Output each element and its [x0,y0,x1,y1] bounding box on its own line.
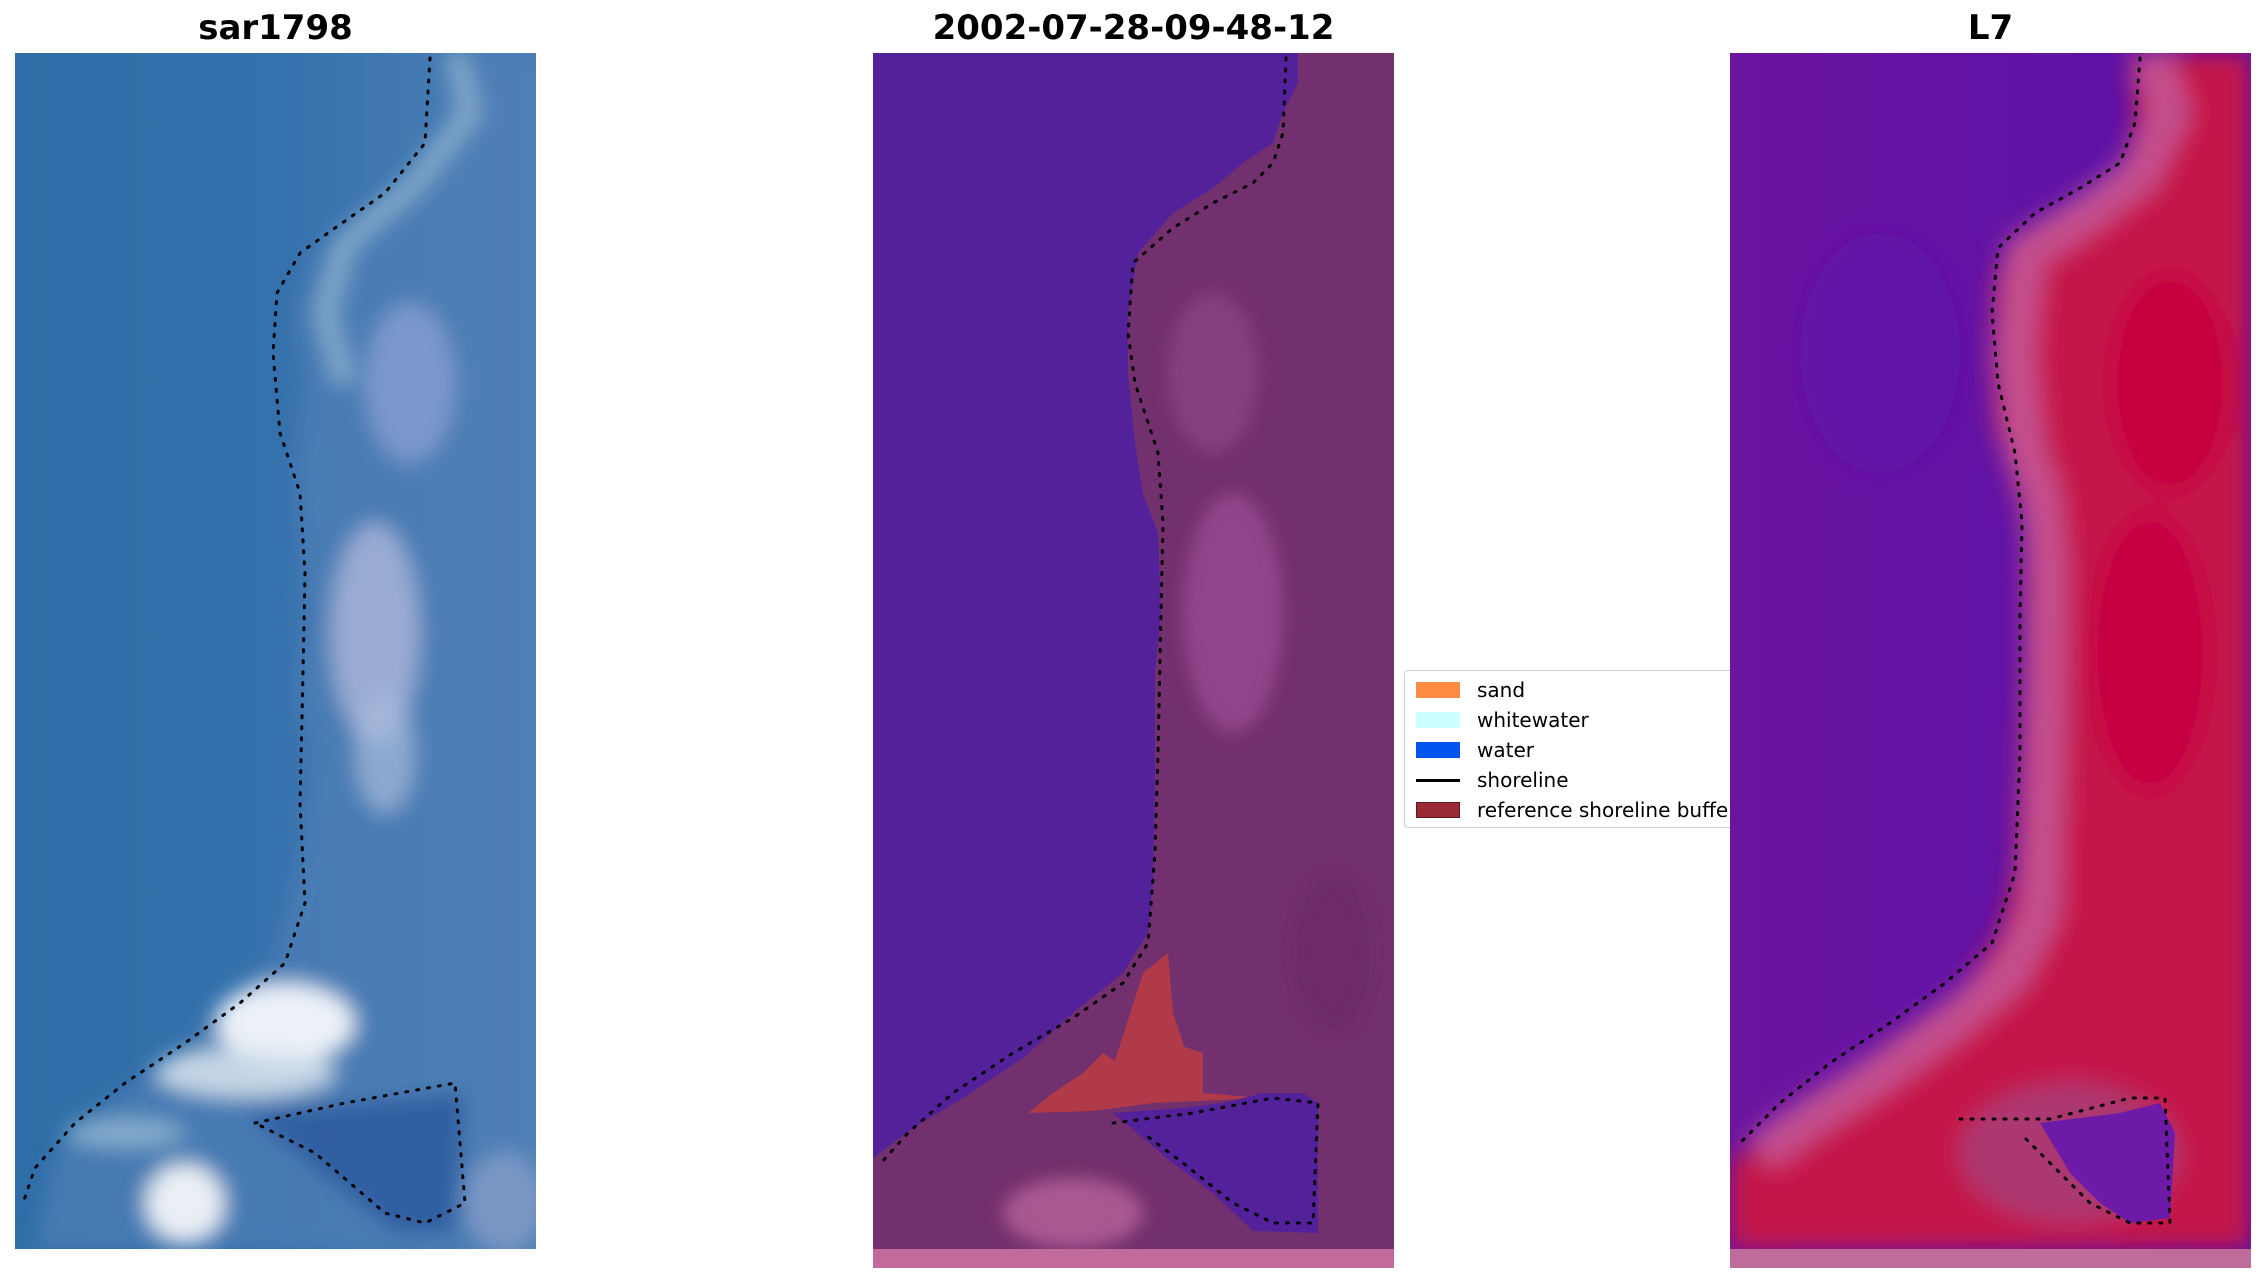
panel-title-classified: 2002-07-28-09-48-12 [932,8,1335,48]
legend-label: shoreline [1477,768,1569,792]
legend-item-whitewater: whitewater [1411,705,1743,735]
shoreline-swatch [1416,778,1460,782]
panel-title-rgb: sar1798 [198,8,353,48]
index-image [1730,53,2251,1268]
panel-title-mndwi: L7 [1967,8,2014,48]
rgb-image-panel [15,53,536,1249]
shoreline-lagoon [253,1081,467,1225]
reference-buffer-swatch [1416,802,1460,818]
sand-swatch [1416,682,1460,698]
legend-item-shoreline: shoreline [1411,765,1743,795]
legend-label: sand [1477,678,1526,702]
classified-image-panel [873,53,1394,1268]
classified-image [873,53,1394,1268]
legend-label: reference shoreline buffer [1477,798,1737,822]
legend-item-water: water [1411,735,1743,765]
rgb-image [15,53,536,1249]
legend-label: water [1477,738,1534,762]
legend-item-sand: sand [1411,675,1743,705]
water-swatch [1416,742,1460,758]
shoreline-lagoon [1958,1096,2172,1225]
index-image-panel [1730,53,2251,1268]
shoreline-line [1738,56,2142,1145]
legend: sand whitewater water shoreline referenc… [1404,670,1744,828]
legend-item-reference-buffer: reference shoreline buffer [1411,795,1743,825]
whitewater-swatch [1416,712,1460,728]
shoreline-line [21,56,432,1205]
legend-label: whitewater [1477,708,1589,732]
